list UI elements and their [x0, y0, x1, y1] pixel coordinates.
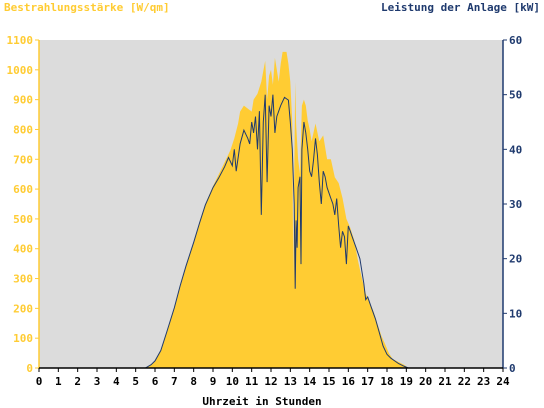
right-axis-ticks: 0 10 20 30 40 50 60 — [503, 34, 522, 375]
x-tick-label: 23 — [477, 375, 490, 388]
x-tick-label: 13 — [284, 375, 297, 388]
x-tick-label: 14 — [303, 375, 317, 388]
left-axis-ticks: 0 100 200 300 400 500 600 700 800 900 1000 1100 — [7, 34, 39, 375]
x-tick-label: 2 — [74, 375, 81, 388]
x-tick-label: 17 — [361, 375, 374, 388]
left-tick-label: 500 — [13, 213, 33, 226]
x-tick-label: 15 — [322, 375, 335, 388]
right-tick-label: 0 — [509, 362, 516, 375]
left-tick-label: 100 — [13, 332, 33, 345]
x-tick-label: 1 — [55, 375, 62, 388]
x-tick-label: 21 — [438, 375, 452, 388]
left-tick-label: 200 — [13, 302, 33, 315]
x-axis-title: Uhrzeit in Stunden — [202, 395, 321, 408]
left-tick-label: 1100 — [7, 34, 34, 47]
x-tick-label: 11 — [245, 375, 259, 388]
power-line — [39, 94, 503, 369]
x-tick-label: 22 — [458, 375, 471, 388]
left-tick-label: 300 — [13, 273, 33, 286]
left-tick-label: 1000 — [7, 64, 34, 77]
x-tick-label: 8 — [190, 375, 197, 388]
x-tick-label: 7 — [171, 375, 178, 388]
x-tick-label: 3 — [94, 375, 101, 388]
x-tick-label: 19 — [400, 375, 413, 388]
x-tick-label: 9 — [210, 375, 217, 388]
right-tick-label: 20 — [509, 253, 522, 266]
left-tick-label: 600 — [13, 183, 33, 196]
right-tick-label: 60 — [509, 34, 522, 47]
irradiance-area — [39, 51, 503, 369]
right-tick-label: 10 — [509, 307, 522, 320]
x-axis-ticks: 0 1 2 3 4 5 6 7 8 9 10 11 12 13 14 15 16 17 18 19 20 21 22 23 24 — [36, 368, 510, 388]
x-tick-label: 18 — [380, 375, 393, 388]
right-tick-label: 50 — [509, 89, 522, 102]
left-axis-title: Bestrahlungsstärke [W/qm] — [4, 1, 170, 14]
x-tick-label: 24 — [496, 375, 510, 388]
x-tick-label: 5 — [132, 375, 139, 388]
x-tick-label: 6 — [152, 375, 159, 388]
right-tick-label: 40 — [509, 143, 522, 156]
left-tick-label: 700 — [13, 153, 33, 166]
x-tick-label: 4 — [113, 375, 120, 388]
x-tick-label: 12 — [264, 375, 277, 388]
right-axis-title: Leistung der Anlage [kW] — [381, 1, 540, 14]
right-tick-label: 30 — [509, 198, 522, 211]
left-tick-label: 800 — [13, 123, 33, 136]
left-tick-label: 400 — [13, 243, 33, 256]
x-tick-label: 16 — [342, 375, 356, 388]
left-tick-label: 0 — [26, 362, 33, 375]
left-tick-label: 900 — [13, 94, 33, 107]
x-tick-label: 0 — [36, 375, 43, 388]
x-tick-label: 20 — [419, 375, 432, 388]
x-tick-label: 10 — [226, 375, 239, 388]
